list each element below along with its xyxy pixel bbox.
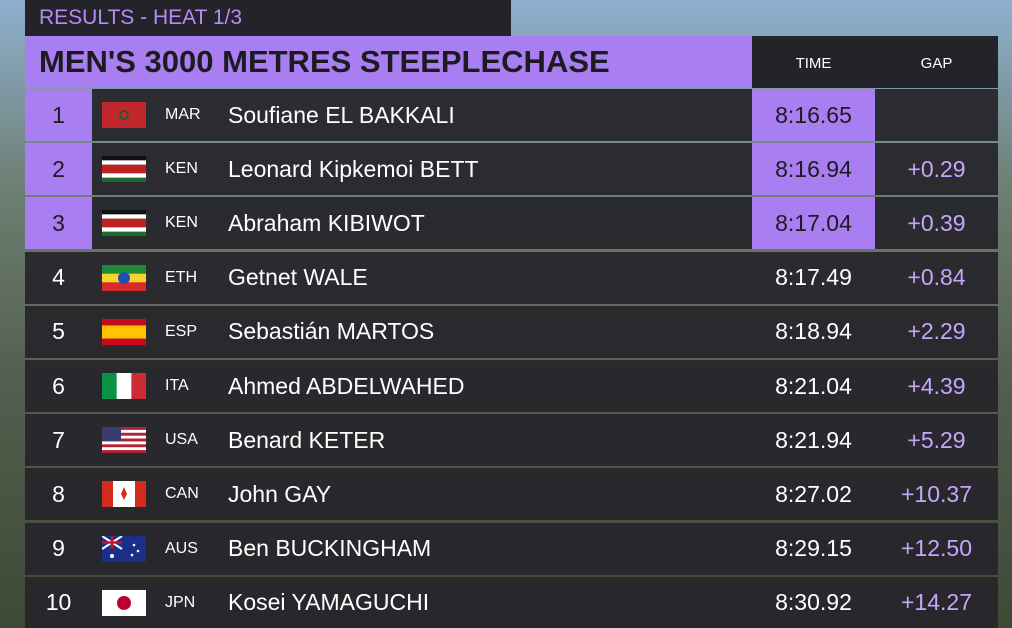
time-cell: 8:16.65: [752, 89, 875, 141]
rank-cell: 6: [52, 372, 65, 399]
flag-image: [102, 264, 146, 291]
athlete-name: Abraham KIBIWOT: [228, 209, 425, 236]
rank-cell: 8: [52, 480, 65, 507]
time-cell: 8:17.04: [752, 197, 875, 250]
athlete-name: Ben BUCKINGHAM: [228, 535, 432, 562]
rank-cell: 2: [25, 143, 92, 196]
subtitle: RESULTS - HEAT 1/3: [39, 6, 243, 29]
flag-image: [102, 427, 146, 454]
flag: [102, 102, 146, 128]
country-code: ETH: [165, 268, 197, 286]
flag-image: [102, 373, 146, 399]
rank-cell: 7: [52, 426, 65, 453]
athlete-name: Kosei YAMAGUCHI: [228, 589, 430, 616]
time-cell: 8:16.94: [752, 143, 875, 196]
result-row: 1 MAR Soufiane EL BAKKALI 8:16.65: [25, 89, 998, 141]
rank-cell: 10: [45, 589, 72, 616]
time-cell: 8:21.04: [775, 372, 852, 399]
gap-cell: +12.50: [901, 535, 972, 562]
column-label: TIME: [795, 55, 832, 72]
flag-image: [102, 481, 146, 508]
gap-cell: +4.39: [907, 372, 966, 399]
result-row: 6 ITA Ahmed ABDELWAHED 8:21.04 +4.39: [25, 360, 998, 412]
flag: [102, 318, 146, 345]
result-row: 4 ETH Getnet WALE 8:17.49 +0.84: [25, 251, 998, 304]
country-code: ESP: [165, 322, 198, 340]
country-code: MAR: [165, 106, 201, 123]
flag: [102, 210, 146, 237]
column-header: TIME GAP: [752, 36, 998, 88]
country-code: ITA: [165, 377, 189, 394]
athlete-name: Leonard Kipkemoi BETT: [228, 155, 479, 182]
result-row: 2 KEN Leonard Kipkemoi BETT 8:16.94 +0.29: [25, 143, 998, 196]
result-row: 9 AUS Ben BUCKINGHAM 8:29.15 +12.50: [25, 522, 998, 575]
subtitle-tab: RESULTS - HEAT 1/3: [25, 0, 511, 36]
rank-cell: 5: [52, 318, 65, 345]
rank-cell: 9: [52, 535, 65, 562]
time-cell: 8:21.94: [775, 426, 852, 453]
flag: [102, 156, 146, 183]
title-bar: MEN'S 3000 METRES STEEPLECHASE: [25, 36, 752, 88]
time-cell: 8:30.92: [775, 589, 852, 616]
flag-image: [102, 318, 146, 345]
country-code: CAN: [165, 485, 199, 503]
time-cell: 8:29.15: [775, 535, 852, 562]
gap-cell: +0.39: [907, 209, 966, 236]
gap-cell: +0.29: [907, 155, 966, 182]
flag: [102, 535, 146, 562]
athlete-name: Ahmed ABDELWAHED: [228, 372, 465, 399]
athlete-name: Getnet WALE: [228, 264, 368, 291]
country-code: KEN: [165, 160, 198, 178]
gap-cell: +10.37: [901, 480, 972, 507]
country-code: KEN: [165, 214, 198, 232]
flag: [102, 427, 146, 454]
rank-cell: 3: [25, 197, 92, 250]
country-code: USA: [165, 431, 198, 449]
athlete-name: John GAY: [228, 480, 332, 507]
flag-image: [102, 535, 146, 562]
rank-cell: 1: [25, 89, 92, 141]
flag: [102, 481, 146, 508]
gap-cell: +0.84: [907, 264, 966, 291]
flag-image: [102, 102, 146, 128]
flag: [102, 264, 146, 291]
country-code: JPN: [165, 593, 196, 611]
column-label: GAP: [920, 55, 953, 72]
result-row: 7 USA Benard KETER 8:21.94 +5.29: [25, 414, 998, 467]
result-row: 5 ESP Sebastián MARTOS 8:18.94 +2.29: [25, 305, 998, 358]
time-cell: 8:17.49: [775, 264, 852, 291]
result-row: 10 JPN Kosei YAMAGUCHI 8:30.92 +14.27: [25, 576, 998, 628]
flag: [102, 373, 146, 399]
time-cell: 8:18.94: [775, 318, 852, 345]
rank-cell: 4: [52, 264, 65, 291]
country-code: AUS: [165, 539, 198, 557]
flag-image: [102, 210, 146, 237]
gap-cell: +5.29: [907, 426, 966, 453]
result-row: 8 CAN John GAY 8:27.02 +10.37: [25, 468, 998, 521]
gap-cell: +14.27: [901, 589, 972, 616]
title: MEN'S 3000 METRES STEEPLECHASE: [39, 44, 610, 79]
flag-image: [102, 156, 146, 183]
athlete-name: Benard KETER: [228, 426, 386, 453]
gap-cell: +2.29: [907, 318, 966, 345]
athlete-name: Soufiane EL BAKKALI: [228, 101, 455, 128]
athlete-name: Sebastián MARTOS: [228, 318, 435, 345]
result-row: 3 KEN Abraham KIBIWOT 8:17.04 +0.39: [25, 197, 998, 250]
flag: [102, 589, 146, 616]
time-cell: 8:27.02: [775, 480, 852, 507]
flag-image: [102, 589, 146, 616]
